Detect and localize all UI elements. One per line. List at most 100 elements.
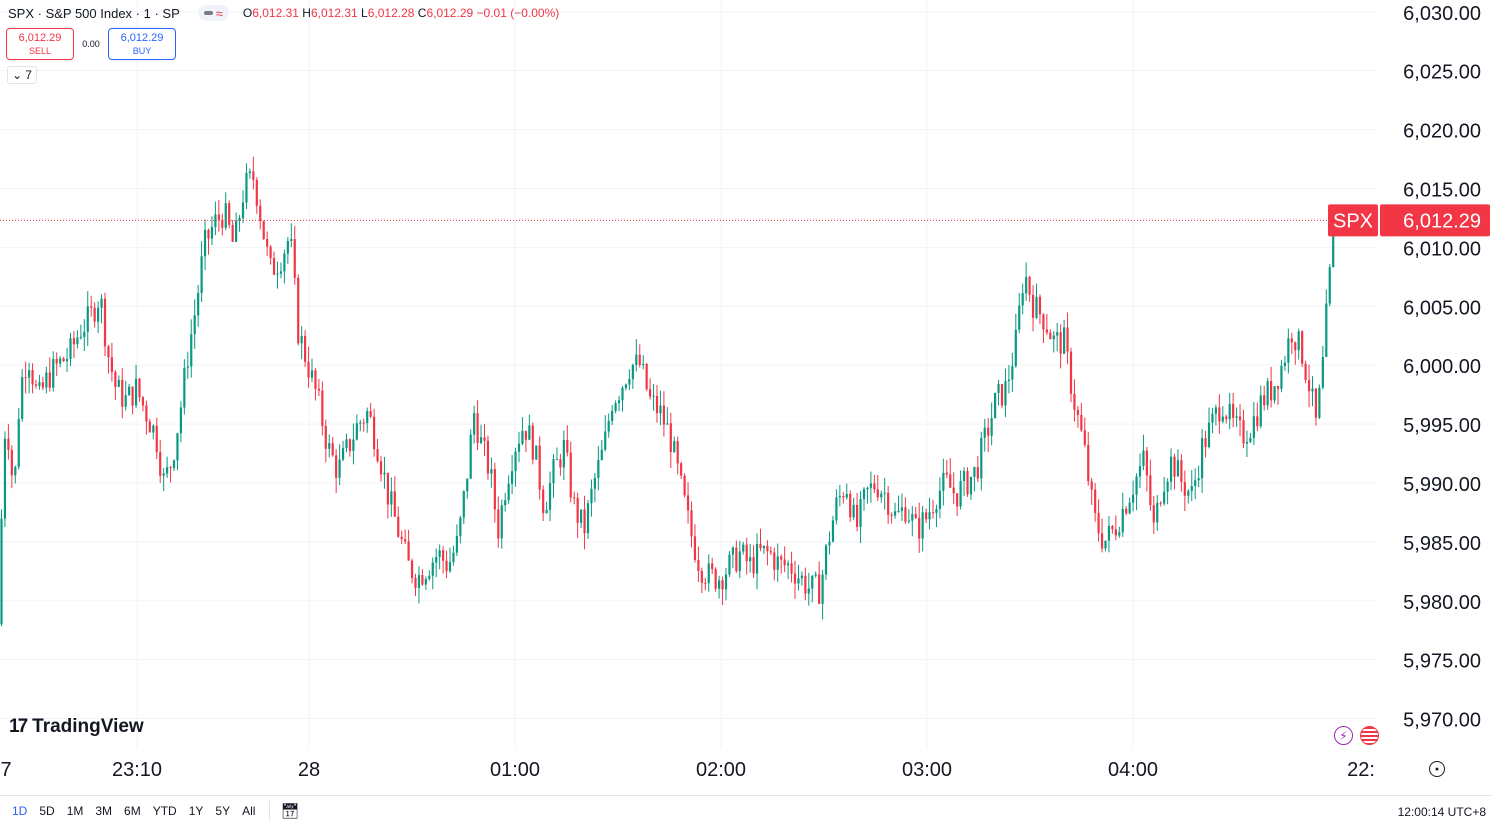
candle (200, 241, 203, 303)
candle (390, 477, 393, 517)
candle (1252, 401, 1255, 445)
tradingview-logo[interactable]: 17 TradingView (9, 716, 144, 738)
candle (65, 347, 69, 372)
candle (169, 465, 172, 483)
candle (1066, 312, 1069, 365)
candle (628, 369, 631, 391)
candle (714, 567, 717, 592)
candle (828, 531, 831, 555)
candle (138, 377, 141, 402)
x-tick-label: 01:00 (490, 759, 540, 781)
candle (755, 533, 759, 590)
candle (804, 567, 807, 601)
logo-text: TradingView (32, 716, 144, 737)
candle (317, 378, 320, 397)
candle (83, 319, 86, 352)
candle (1083, 417, 1086, 448)
candle (800, 571, 803, 586)
candle (172, 459, 176, 472)
candle (956, 493, 959, 516)
candle (1311, 376, 1314, 407)
candle (631, 363, 634, 389)
candle (159, 439, 162, 484)
candle (928, 497, 931, 530)
candle (569, 441, 572, 503)
candle (1235, 407, 1238, 427)
candle (331, 436, 334, 457)
candle (1049, 329, 1052, 340)
candle (103, 292, 107, 357)
candle (76, 330, 79, 349)
candle (476, 400, 479, 451)
range-button-all[interactable]: All (242, 804, 256, 818)
buy-button[interactable]: 6,012.29 BUY (108, 28, 176, 60)
candle (431, 557, 434, 590)
range-button-3m[interactable]: 3M (95, 804, 113, 818)
candle (990, 402, 993, 446)
range-button-1d[interactable]: 1D (12, 804, 28, 818)
market-status-pill[interactable]: ≈ (197, 5, 229, 21)
candle (148, 418, 151, 433)
indicators-toggle-button[interactable]: ⌄ 7 (7, 66, 37, 84)
candle (41, 376, 44, 391)
candle (324, 419, 327, 463)
candle (376, 438, 379, 463)
candle (186, 351, 189, 379)
price-axis[interactable]: 6,030.00 6,025.00 6,020.00 6,015.00 6,010.00… (1403, 3, 1481, 732)
candle (141, 396, 145, 412)
ohlc-values: O6,012.31 H6,012.31 L6,012.28 C6,012.29 … (243, 6, 559, 20)
candle (524, 430, 527, 453)
toolbar-divider (269, 801, 271, 821)
range-button-6m[interactable]: 6M (124, 804, 141, 818)
low-value: 6,012.28 (367, 6, 415, 20)
gear-icon[interactable]: ● (1429, 761, 1445, 777)
candle (883, 477, 886, 510)
range-button-1m[interactable]: 1M (66, 804, 84, 818)
candle (1297, 328, 1300, 360)
candle (1145, 446, 1148, 492)
candle (479, 424, 483, 445)
symbol-title[interactable]: SPX · S&P 500 Index · 1 · SP (8, 5, 180, 21)
y-tick-label: 5,970.00 (1403, 710, 1481, 732)
candle (542, 485, 545, 521)
candle (673, 436, 676, 453)
candle (1132, 480, 1135, 512)
candle (1211, 407, 1214, 434)
candle (1197, 465, 1200, 488)
range-button-1y[interactable]: 1Y (188, 804, 204, 818)
range-button-ytd[interactable]: YTD (152, 804, 177, 818)
candle (624, 383, 628, 391)
flash-icon[interactable]: ⚡ (1334, 726, 1353, 745)
candle (1318, 384, 1321, 420)
candle (304, 330, 307, 368)
range-button-5d[interactable]: 5D (39, 804, 55, 818)
candle (1025, 262, 1028, 301)
candle (414, 573, 417, 597)
candle (635, 339, 638, 372)
high-value: 6,012.31 (310, 6, 358, 20)
candle (666, 407, 669, 425)
candle (348, 438, 352, 457)
candle (728, 551, 731, 577)
low-label: L (361, 6, 368, 20)
candle (1218, 394, 1221, 434)
us-flag-icon[interactable] (1360, 726, 1379, 745)
sell-button[interactable]: 6,012.29 SELL (6, 28, 74, 60)
candle (100, 294, 103, 324)
candle (1000, 383, 1004, 409)
clock[interactable]: 12:00:14 UTC+8 (1397, 805, 1486, 819)
calendar-icon[interactable]: 📅︎ (280, 803, 300, 820)
candle (490, 457, 493, 488)
candle (93, 302, 96, 328)
time-axis[interactable]: 7 23:10 28 01:00 02:00 03:00 04:00 22: (0, 759, 1374, 781)
candle (107, 344, 110, 374)
y-tick-label: 6,010.00 (1403, 238, 1481, 260)
x-tick-label: 22: (1347, 759, 1375, 781)
candle (707, 554, 710, 592)
candle (1207, 407, 1211, 449)
candle (780, 554, 783, 574)
range-button-5y[interactable]: 5Y (215, 804, 231, 818)
candle (259, 199, 262, 230)
candle (994, 392, 997, 419)
